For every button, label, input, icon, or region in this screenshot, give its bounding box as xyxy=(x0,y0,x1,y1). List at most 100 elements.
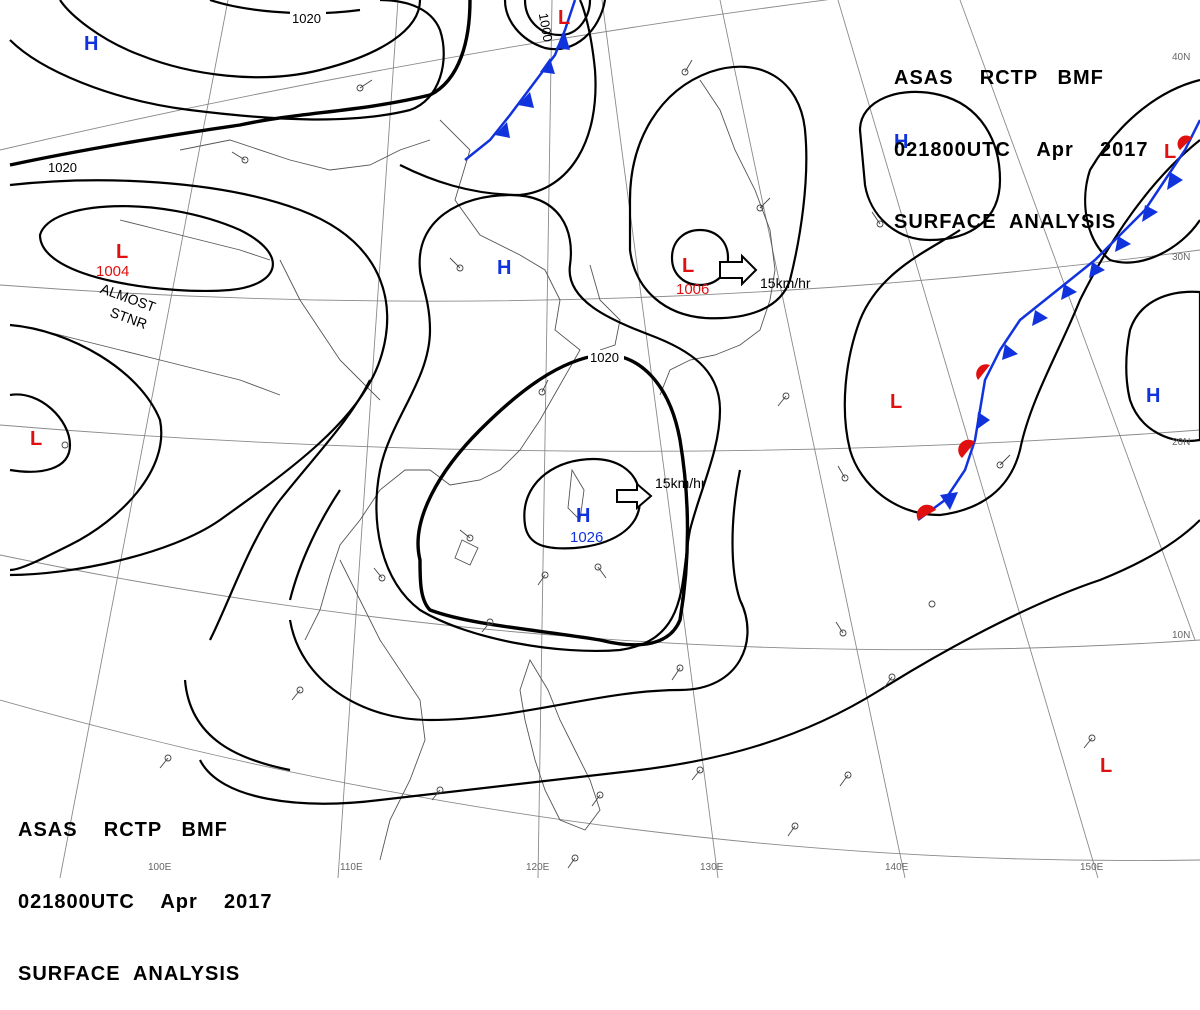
taiwan-coast xyxy=(567,468,585,521)
isobar-far-west-low xyxy=(9,393,72,473)
station-plots xyxy=(61,59,1096,869)
lon-label-120e: 120E xyxy=(526,862,550,873)
isobar-label-1000: 1000 xyxy=(536,12,556,43)
station-marker xyxy=(231,151,249,164)
station-marker xyxy=(431,786,444,801)
station-marker xyxy=(996,454,1011,469)
low-center-west: L xyxy=(116,241,128,263)
surface-analysis-map: 100E 110E 120E 130E 140E 150E 40N 30N 20… xyxy=(0,0,1200,878)
header-top-line2: 021800UTC Apr 2017 xyxy=(894,139,1149,161)
header-top: ASAS RCTP BMF 021800UTC Apr 2017 SURFACE… xyxy=(894,18,1149,258)
lat-label-30n: 30N xyxy=(1172,252,1190,263)
station-marker xyxy=(837,465,849,482)
hainan-coast xyxy=(454,539,479,566)
lon-line-140e xyxy=(719,0,906,878)
high-center-south-value: 1026 xyxy=(570,529,603,546)
lat-line-0 xyxy=(0,699,1200,862)
lat-label-40n: 40N xyxy=(1172,52,1190,63)
station-marker xyxy=(787,822,799,837)
header-top-line1: ASAS RCTP BMF xyxy=(894,67,1104,89)
isobar-pacific-high-ring xyxy=(858,90,1002,242)
motion-label-1: 15km/hr xyxy=(760,275,811,291)
header-bottom-line2: 021800UTC Apr 2017 xyxy=(18,891,273,913)
station-marker xyxy=(373,567,386,582)
station-marker xyxy=(291,686,304,701)
lon-label-150e: 150E xyxy=(1080,862,1104,873)
china-coast xyxy=(304,119,581,641)
himalaya-border xyxy=(39,329,281,396)
lat-label-20n: 20N xyxy=(1172,437,1190,448)
high-center-north: H xyxy=(84,33,98,55)
header-bottom-line3: SURFACE ANALYSIS xyxy=(18,963,241,985)
lon-line-150e xyxy=(837,0,1099,878)
header-top-line3: SURFACE ANALYSIS xyxy=(894,211,1117,233)
korea-coast xyxy=(589,264,621,351)
lon-line-160e xyxy=(959,0,1196,641)
low-center-east: L xyxy=(1164,141,1176,163)
isobar-labels: 1020 1020 1000 1020 xyxy=(46,10,624,366)
isobar-north-small xyxy=(209,0,361,15)
station-marker xyxy=(61,441,69,449)
station-marker xyxy=(356,79,373,92)
isobar-north-inner xyxy=(59,0,422,79)
low-center-pacific: L xyxy=(890,391,902,413)
isobar-west-big xyxy=(9,179,389,577)
isobar-pacific-high-east xyxy=(1125,290,1200,443)
station-marker xyxy=(594,563,607,579)
interior-border-1 xyxy=(279,259,381,401)
isobar-trough-northeast-2 xyxy=(503,0,607,51)
station-marker xyxy=(481,618,494,633)
motion-label-2: 15km/hr xyxy=(655,475,706,491)
station-marker xyxy=(449,257,464,272)
header-bottom: ASAS RCTP BMF 021800UTC Apr 2017 SURFACE… xyxy=(18,770,273,1010)
isobar-1000-closed xyxy=(523,0,592,37)
station-marker xyxy=(835,621,847,637)
lon-label-100e: 100E xyxy=(148,862,172,873)
high-center-pacific: H xyxy=(894,131,908,153)
isobar-south-ring xyxy=(288,469,749,722)
lon-label-130e: 130E xyxy=(700,862,724,873)
station-marker xyxy=(671,664,684,681)
isobar-1006-inner xyxy=(670,228,730,287)
isobar-north-upper xyxy=(9,0,445,121)
station-marker xyxy=(459,529,474,542)
low-center-far-west: L xyxy=(30,428,42,450)
isobar-west-lowest xyxy=(183,679,291,772)
low-center-japan-value: 1006 xyxy=(676,281,709,298)
isobar-1020-bold-ring xyxy=(416,353,690,647)
station-marker xyxy=(883,673,896,689)
station-marker xyxy=(159,754,172,769)
isobar-west-low-oval xyxy=(38,205,274,293)
station-marker xyxy=(681,59,693,76)
isobar-label-1020-mid: 1020 xyxy=(590,350,619,365)
isobar-pacific-outer-1 xyxy=(1084,78,1200,264)
station-marker xyxy=(567,854,579,869)
low-center-north: L xyxy=(558,7,570,29)
station-marker xyxy=(591,791,604,807)
grid-labels: 100E 110E 120E 130E 140E 150E 40N 30N 20… xyxy=(148,52,1190,873)
header-bottom-line1: ASAS RCTP BMF xyxy=(18,819,228,841)
isobar-subtropical xyxy=(199,519,1200,805)
motion-labels: 15km/hr 15km/hr xyxy=(655,275,811,491)
low-center-west-value: 1004 xyxy=(96,263,129,280)
high-center-east: H xyxy=(1146,385,1160,407)
station-marker xyxy=(691,766,704,781)
mongolia-border xyxy=(179,139,431,171)
lon-line-130e xyxy=(601,0,719,878)
isobars xyxy=(9,0,1200,805)
lon-line-110e xyxy=(337,0,399,878)
isobar-1020-north xyxy=(9,0,472,167)
station-marker xyxy=(839,771,852,787)
isobar-label-1020-north: 1020 xyxy=(292,11,321,26)
isobar-west-lower xyxy=(9,323,163,572)
low-center-japan: L xyxy=(682,255,694,277)
low-center-southeast: L xyxy=(1100,755,1112,777)
isobar-pacific-outer-2 xyxy=(843,139,1200,517)
lon-label-140e: 140E xyxy=(885,862,909,873)
isobar-inner-west-1 xyxy=(209,379,371,641)
station-marker xyxy=(537,571,549,586)
cold-front-north xyxy=(464,0,577,161)
motion-arrow-2 xyxy=(616,481,653,511)
lat-label-10n: 10N xyxy=(1172,630,1190,641)
philippines-coast xyxy=(519,658,601,831)
